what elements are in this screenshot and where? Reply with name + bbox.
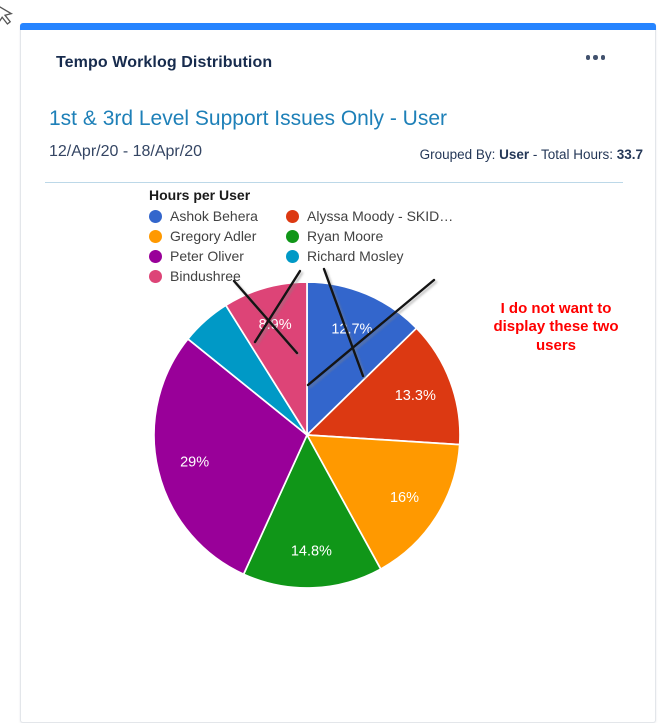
legend-item-0: Ashok Behera [149,208,286,224]
pie-slice-label-2: 16% [390,490,419,506]
tempo-worklog-widget: Tempo Worklog Distribution 1st & 3rd Lev… [20,23,656,723]
total-hours-value: 33.7 [616,147,643,162]
grouped-by-summary: Grouped By: User - Total Hours: 33.7 [420,147,643,162]
report-date-range: 12/Apr/20 - 18/Apr/20 [49,143,202,160]
pie-chart: 12.7% 13.3% 16% 14.8% 29% 8.9% [153,281,461,589]
legend-item-4: Peter Oliver [149,248,286,264]
pie-slice-label-1: 13.3% [395,388,436,404]
legend-item-2: Gregory Adler [149,228,286,244]
pie-slice-3[interactable] [242,434,382,589]
legend-item-5: Richard Mosley [286,248,453,264]
dashboard-page: Tempo Worklog Distribution 1st & 3rd Lev… [0,1,656,723]
legend-item-label: Peter Oliver [170,248,244,264]
legend-item-label: Ashok Behera [170,208,258,224]
legend-item-label: Richard Mosley [307,248,404,264]
legend-item-label: Alyssa Moody - SKID… [307,208,454,224]
meatball-menu-icon [585,55,605,60]
pie-slice-label-3: 14.8% [291,543,332,559]
legend-item-label: Gregory Adler [170,228,257,244]
pie-slice-4[interactable] [153,338,308,576]
pie-slice-label-4: 29% [180,455,209,471]
report-title: 1st & 3rd Level Support Issues Only - Us… [49,107,448,130]
pie-slice-label-0: 12.7% [331,322,372,338]
annotation-note-line-2: users [535,336,577,354]
arrow-cursor-icon [0,1,14,25]
legend-swatch-icon [149,249,162,263]
legend-item-6: Bindushree [149,268,286,284]
legend-item-1: Alyssa Moody - SKID… [286,208,453,224]
widget-title: Tempo Worklog Distribution [56,54,273,71]
legend-item-3: Ryan Moore [286,228,453,244]
legend-swatch-icon [286,249,299,263]
legend-swatch-icon [286,209,299,223]
legend-item-label: Ryan Moore [307,228,384,244]
annotation-note: I do not want to display these two users [479,300,633,355]
pie-slice-2[interactable] [306,434,461,570]
summary-separator: - [529,147,541,162]
chart-legend: Ashok Behera Alyssa Moody - SKID… Gregory … [149,206,453,286]
legend-swatch-icon [149,229,162,243]
annotation-note-line-0: I do not want to [500,300,612,317]
annotation-note-line-1: display these two [493,318,619,336]
chart-divider [45,182,623,183]
pie-slice-label-6: 8.9% [259,317,292,333]
grouped-by-value: User [499,147,530,162]
chart-legend-title: Hours per User [149,187,251,203]
legend-item-label: Bindushree [170,268,241,284]
grouped-by-label: Grouped By: [419,147,500,162]
total-hours-label: Total Hours: [540,147,617,162]
legend-swatch-icon [149,209,162,223]
legend-swatch-icon [286,229,299,243]
widget-menu-button[interactable] [580,51,612,64]
legend-swatch-icon [149,269,162,283]
widget-accent-bar [20,23,656,30]
